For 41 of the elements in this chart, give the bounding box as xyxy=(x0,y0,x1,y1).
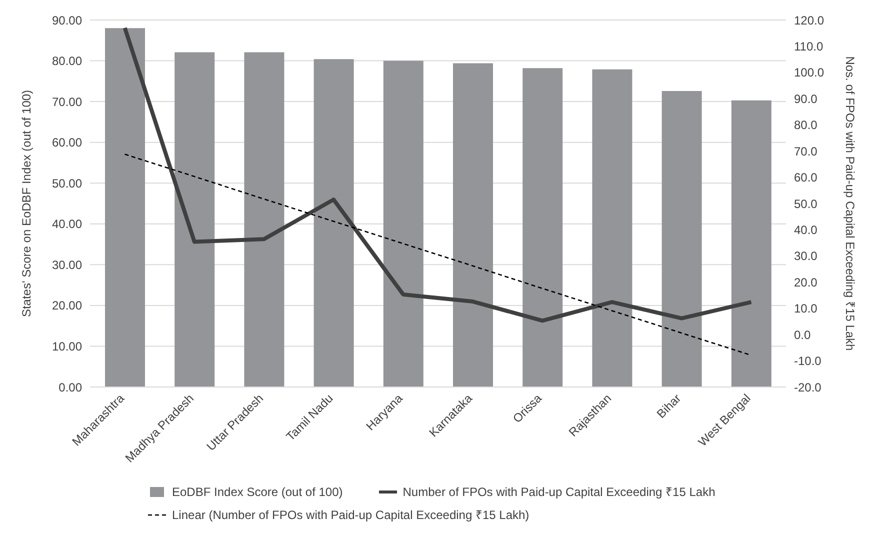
y2-tick-label: 80.0 xyxy=(794,118,818,132)
y-axis-title: States' Score on EoDBF Index (out of 100) xyxy=(19,90,34,318)
bar xyxy=(174,52,215,387)
y2-tick-label: 50.0 xyxy=(794,196,818,211)
y2-tick-label: 110.0 xyxy=(794,39,824,54)
y2-tick-label: 120.0 xyxy=(794,13,824,28)
y-tick-label: 40.00 xyxy=(52,217,82,232)
legend-label: EoDBF Index Score (out of 100) xyxy=(172,484,343,498)
bar xyxy=(244,52,284,387)
y2-tick-label: 30.0 xyxy=(794,249,818,264)
y-tick-label: 50.00 xyxy=(52,176,82,190)
bar xyxy=(383,60,424,387)
y2-tick-label: 0.0 xyxy=(794,328,812,342)
y2-tick-label: -20.0 xyxy=(794,380,822,394)
y-tick-label: 20.00 xyxy=(52,298,82,313)
y2-tick-label: 90.0 xyxy=(794,92,818,106)
y-tick-label: 80.00 xyxy=(52,54,82,68)
line-series xyxy=(122,26,754,323)
y2-tick-label: 70.0 xyxy=(794,144,818,158)
y-tick-label: 60.00 xyxy=(52,136,82,150)
legend-label: Number of FPOs with Paid-up Capital Exceeding ₹15 Lakh xyxy=(402,484,716,500)
bar xyxy=(453,63,493,387)
y-tick-label: 70.00 xyxy=(52,94,82,109)
y2-tick-label: -10.0 xyxy=(794,354,822,368)
bar xyxy=(522,68,563,387)
bar xyxy=(314,59,354,387)
y2-tick-label: 100.0 xyxy=(794,66,824,80)
bar xyxy=(662,90,702,387)
y2-tick-label: 10.0 xyxy=(794,302,818,316)
bar xyxy=(105,28,145,387)
y2-tick-label: 60.0 xyxy=(794,170,818,185)
bar xyxy=(731,100,772,387)
y-tick-label: 0.00 xyxy=(58,380,82,394)
bar xyxy=(592,69,632,387)
y2-tick-label: 20.0 xyxy=(794,275,818,290)
y-tick-label: 10.00 xyxy=(52,339,82,354)
y2-axis-title: Nos. of FPOs with Paid-up Capital Exceeding ₹15 Lakh xyxy=(842,56,857,351)
legend-label: Linear (Number of FPOs with Paid-up Capital Exceeding ₹15 Lakh) xyxy=(172,507,530,523)
y-tick-label: 30.00 xyxy=(52,258,82,272)
y-tick-label: 90.00 xyxy=(52,13,82,28)
y2-tick-label: 40.0 xyxy=(794,222,818,237)
